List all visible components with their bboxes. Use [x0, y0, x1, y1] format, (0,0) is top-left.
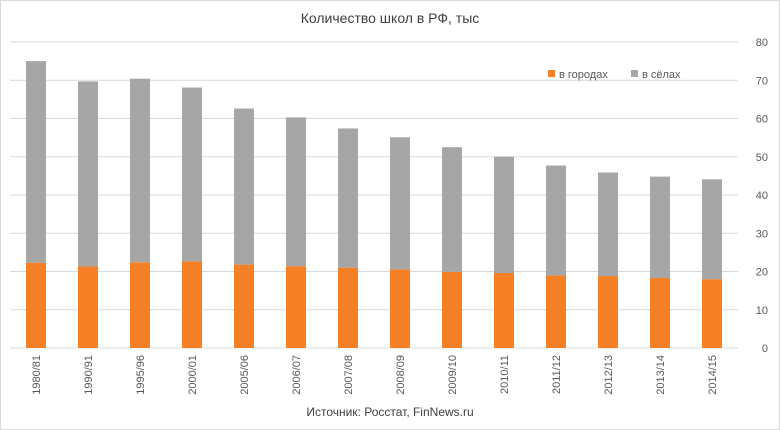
bar-segment [234, 264, 254, 348]
bar-segment [234, 108, 254, 265]
bar-segment [26, 61, 46, 263]
bar-segment [442, 271, 462, 348]
bar-segment [390, 269, 410, 348]
bar-segment [390, 137, 410, 270]
y-tick-label: 0 [762, 343, 768, 355]
source-note: Источник: Росстат, FinNews.ru [306, 405, 474, 419]
y-tick-label: 70 [756, 75, 768, 87]
legend-label: в сёлах [642, 69, 681, 81]
y-tick-label: 50 [756, 152, 768, 164]
bar-segment [182, 87, 202, 262]
legend-swatch [631, 70, 638, 77]
bar-segment [338, 267, 358, 348]
bar-segment [598, 276, 618, 348]
bar-segment [598, 172, 618, 277]
y-tick-label: 80 [756, 37, 768, 49]
x-tick-label: 2009/10 [447, 355, 459, 395]
legend: в городах в сёлах [548, 69, 681, 81]
bar-segment [286, 117, 306, 267]
legend-label: в городах [559, 69, 608, 81]
gridlines [10, 41, 738, 349]
bar-segment [702, 279, 722, 348]
bar-segment [494, 156, 514, 274]
bars [26, 61, 722, 348]
bar-segment [338, 128, 358, 268]
bar-segment [130, 262, 150, 348]
bar-segment [286, 266, 306, 348]
bar-segment [702, 179, 722, 280]
bar-segment [650, 278, 670, 348]
bar-segment [130, 78, 150, 263]
bar-segment [650, 176, 670, 279]
bar-segment [546, 165, 566, 276]
x-tick-label: 2010/11 [499, 355, 511, 394]
bar-segment [494, 273, 514, 348]
y-tick-label: 10 [756, 305, 768, 317]
x-tick-label: 2000/01 [187, 355, 199, 395]
bar-segment [546, 275, 566, 348]
legend-swatch [548, 70, 555, 77]
x-tick-label: 1980/81 [31, 355, 43, 395]
chart-title: Количество школ в РФ, тыс [300, 10, 480, 26]
x-tick-label: 2014/15 [707, 355, 719, 395]
x-tick-label: 2011/12 [551, 355, 563, 394]
x-tick-label: 2005/06 [239, 355, 251, 395]
x-tick-label: 2008/09 [395, 355, 407, 395]
x-axis-ticks: 1980/81 1990/91 1995/96 2000/01 2005/06 2006/… [31, 355, 719, 395]
y-tick-label: 40 [756, 190, 768, 202]
bar-segment [78, 81, 98, 267]
bar-segment [26, 262, 46, 348]
x-tick-label: 2007/08 [343, 355, 355, 395]
x-tick-label: 1995/96 [135, 355, 147, 395]
bar-segment [78, 266, 98, 348]
y-tick-label: 20 [756, 267, 768, 279]
x-tick-label: 2012/13 [603, 355, 615, 395]
x-tick-label: 2013/14 [655, 355, 667, 395]
x-tick-label: 1990/91 [83, 355, 95, 395]
y-tick-label: 30 [756, 228, 768, 240]
y-axis-ticks: 0 10 20 30 40 50 60 70 80 [756, 37, 768, 355]
bar-segment [182, 261, 202, 348]
x-tick-label: 2006/07 [291, 355, 303, 395]
bar-segment [442, 147, 462, 272]
y-tick-label: 60 [756, 114, 768, 126]
